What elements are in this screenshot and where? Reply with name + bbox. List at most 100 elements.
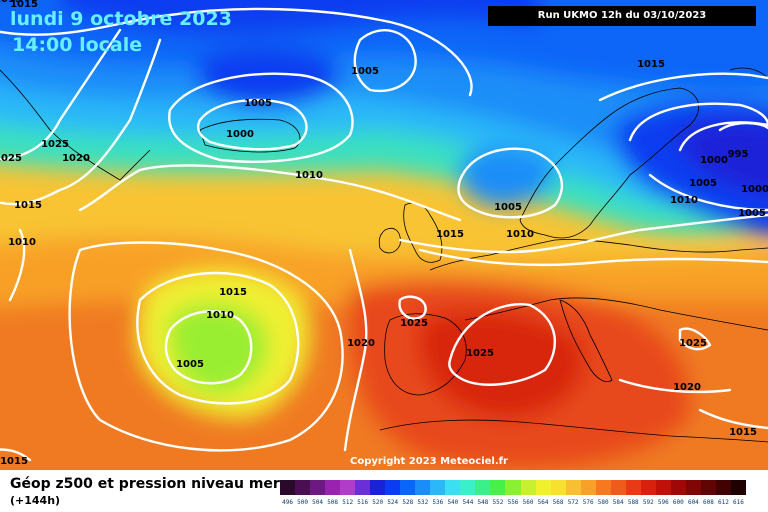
isobar-label: 1025: [400, 318, 428, 329]
isobar-label-group: 1015 1005 1005 1000 1025 1020 1025 1015 …: [0, 0, 768, 467]
isobar-label: 1000: [741, 184, 768, 195]
legend-swatch: [385, 480, 401, 495]
legend-swatch: [640, 480, 657, 495]
legend-swatch: [595, 480, 612, 495]
legend-swatch: [445, 480, 461, 495]
isobar-label: 1015: [10, 0, 38, 10]
isobar-label: 1010: [295, 170, 323, 181]
legend-tick-label: 508: [327, 499, 339, 506]
parameter-title: Géop z500 et pression niveau mer: [10, 476, 280, 492]
isobar-label: 1015: [0, 0, 22, 5]
isobar-label: 1000: [700, 155, 728, 166]
isobar-label: 1020: [62, 153, 90, 164]
legend-tick-label: 552: [492, 499, 504, 506]
legend-swatch: [490, 480, 506, 495]
color-scale-legend: 496 500 504 508 512 516 520 524 528 532 536 540 544 5…: [280, 480, 747, 510]
lead-time: (+144h): [10, 494, 61, 507]
legend-tick-label: 516: [357, 499, 369, 506]
legend-tick-label: 616: [733, 499, 744, 506]
isobar-label: 1010: [506, 229, 534, 240]
isobar-label: 1010: [670, 195, 698, 206]
isobar-label: 1010: [206, 310, 234, 321]
isobar-label: 1000: [226, 129, 254, 140]
isobar-label: 1005: [176, 359, 204, 370]
isobar-label: 1015: [436, 229, 464, 240]
isobar-label: 1005: [494, 202, 522, 213]
legend-swatch: [460, 480, 476, 495]
isobar-label: 995: [728, 149, 749, 160]
isobar-label: 1015: [219, 287, 247, 298]
legend-tick-label: 500: [297, 499, 308, 506]
isobars: [0, 7, 768, 462]
forecast-date: lundi 9 octobre 2023: [10, 8, 232, 30]
legend-swatch: [325, 480, 341, 495]
legend-tick-label: 536: [432, 499, 444, 506]
legend-swatch: [295, 480, 311, 495]
legend-swatch: [370, 480, 386, 495]
isobar-label: 1005: [244, 98, 272, 109]
legend-tick-label: 544: [462, 499, 474, 506]
legend-swatch: [655, 480, 672, 495]
legend-swatch: [400, 480, 416, 495]
legend-tick-label: 504: [312, 499, 323, 506]
legend-swatch: [535, 480, 552, 495]
legend-tick-label: 604: [687, 499, 699, 506]
geopotential-field: [0, 0, 768, 470]
legend-tick-label: 496: [282, 499, 293, 506]
legend-swatch: [340, 480, 356, 495]
isobar-label: 1005: [351, 66, 379, 77]
legend-swatch: [415, 480, 431, 495]
legend-tick-label: 560: [522, 499, 534, 506]
isobar-label: 1015: [0, 456, 28, 467]
isobar-label: 1015: [14, 200, 42, 211]
legend-tick-label: 592: [642, 499, 654, 506]
legend-swatch: [580, 480, 597, 495]
isobar-label: 1025: [41, 139, 69, 150]
copyright-notice: Copyright 2023 Meteociel.fr: [350, 456, 508, 467]
legend-tick-label: 556: [507, 499, 519, 506]
forecast-time: 14:00 locale: [12, 34, 143, 56]
legend-swatch: [715, 480, 732, 495]
legend-tick-label: 576: [582, 499, 594, 506]
legend-tick-label: 524: [387, 499, 399, 506]
isobar-label: 1015: [729, 427, 757, 438]
legend-tick-label: 564: [537, 499, 549, 506]
legend-swatch: [700, 480, 717, 495]
legend-swatch: [520, 480, 537, 495]
legend-tick-label: 580: [597, 499, 609, 506]
legend-tick-label: 540: [447, 499, 459, 506]
isobar-label: 1005: [689, 178, 717, 189]
legend-tick-label: 596: [657, 499, 669, 506]
isobar-label: 1020: [673, 382, 701, 393]
legend-swatch: [550, 480, 567, 495]
legend-swatch: [625, 480, 642, 495]
legend-tick-label: 520: [372, 499, 384, 506]
legend-tick-label: 512: [342, 499, 354, 506]
legend-tick-label: 572: [567, 499, 579, 506]
legend-tick-label: 528: [402, 499, 414, 506]
legend-tick-label: 588: [627, 499, 639, 506]
legend-swatch: [475, 480, 491, 495]
legend-tick-label: 612: [718, 499, 729, 506]
isobar-label: 1020: [347, 338, 375, 349]
legend-swatch: [280, 480, 296, 495]
legend-swatch: [505, 480, 521, 495]
isobar-label: 1025: [679, 338, 707, 349]
isobar-label: 1005: [738, 208, 766, 219]
legend-swatch: [685, 480, 702, 495]
footer-bar: Géop z500 et pression niveau mer (+144h)…: [0, 470, 768, 512]
legend-tick-label: 548: [477, 499, 489, 506]
legend-swatch: [730, 480, 747, 495]
legend-tick-label: 568: [552, 499, 564, 506]
isobar-label: 1010: [8, 237, 36, 248]
legend-tick-label: 532: [417, 499, 429, 506]
legend-swatch: [565, 480, 582, 495]
legend-swatch: [310, 480, 326, 495]
legend-tick-label: 600: [672, 499, 684, 506]
isobar-label: 1015: [637, 59, 665, 70]
legend-swatch: [355, 480, 371, 495]
legend-tick-label: 584: [612, 499, 624, 506]
model-run-badge: Run UKMO 12h du 03/10/2023: [488, 6, 756, 26]
legend-swatch: [610, 480, 627, 495]
